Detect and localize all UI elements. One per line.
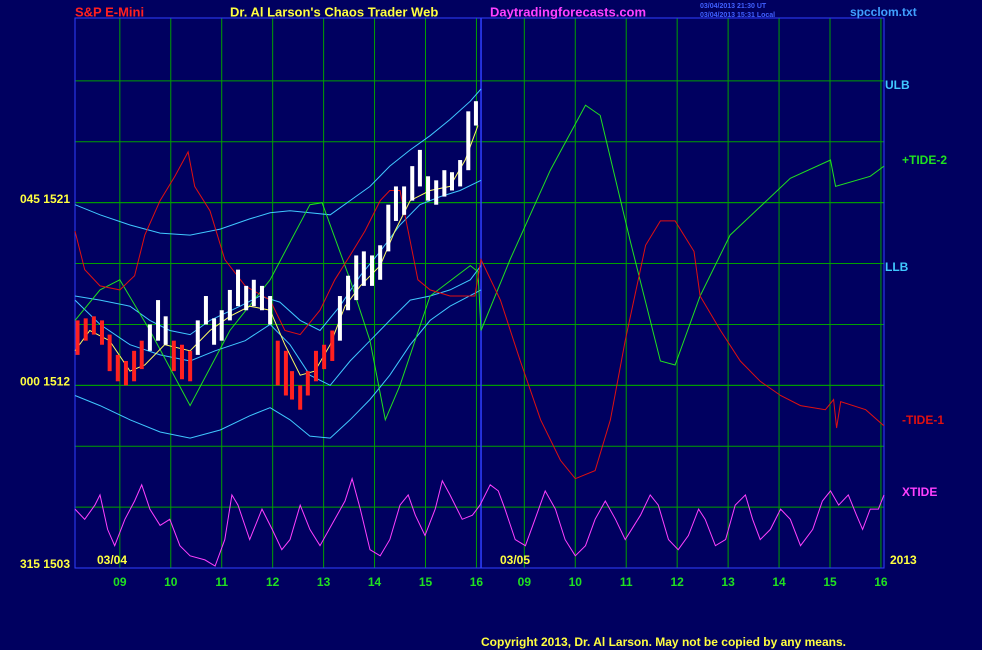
file-name: spcclom.txt [850,5,917,19]
price-bar [227,289,232,321]
series-label: -TIDE-1 [902,413,944,427]
instrument: S&P E-Mini [75,4,144,19]
date-label: 2013 [890,553,917,567]
labels: 315 1503 000 1512 045 1521 09 10 11 12 13 14 15 16… [20,192,888,589]
price-bar [236,269,241,307]
x-tick-label: 10 [164,575,178,589]
x-tick-label: 09 [518,575,532,589]
x-tick-label: 16 [470,575,484,589]
price-bar [75,320,80,355]
price-bar [393,186,398,221]
x-tick-label: 14 [772,575,786,589]
x-tick-label: 14 [368,575,382,589]
price-bar [188,350,193,382]
price-bar [83,318,88,341]
price-bar [107,334,112,372]
price-bar [473,101,478,126]
price-bar [139,340,144,370]
y-tick-label: 315 1503 [20,557,70,571]
x-tick-label: 16 [874,575,888,589]
price-bar [378,245,383,280]
price-bar [313,350,318,382]
price-bar [449,172,454,191]
series-line [74,179,482,336]
plot-frame [74,17,885,569]
price-bar [244,285,249,311]
price-bar [346,275,351,311]
price-bar [417,149,422,187]
price-bar [290,371,295,400]
x-tick-label: 15 [419,575,433,589]
price-bar [337,296,342,341]
price-bar [283,350,288,396]
price-bar [179,344,184,380]
price-bar [410,166,415,201]
grid [74,17,885,569]
x-tick-label: 13 [721,575,735,589]
price-bar [212,318,217,345]
price-bar [171,340,176,372]
price-bar [361,251,366,286]
price-bar [330,330,335,361]
price-bar [426,176,431,201]
price-bar [251,279,256,307]
copyright: Copyright 2013, Dr. Al Larson. May not b… [481,635,846,649]
series-label: XTIDE [902,485,937,499]
date-label: 03/05 [500,553,530,567]
x-tick-label: 15 [823,575,837,589]
price-bar [268,296,273,325]
x-tick-label: 11 [215,575,228,589]
price-bar [91,316,96,335]
price-bar [298,385,303,410]
x-tick-label: 11 [620,575,633,589]
price-bar [163,316,168,345]
price-bar [195,320,200,355]
price-bar [156,300,161,341]
x-tick-label: 13 [317,575,331,589]
series-line [74,104,885,422]
series-line [74,476,885,567]
site-url: Daytradingforecasts.com [490,4,646,19]
price-bar [100,320,105,345]
price-bar [386,204,391,252]
series-line [74,289,482,439]
y-tick-label: 045 1521 [20,192,70,206]
series-line [74,88,482,236]
series-label: LLB [885,260,909,274]
price-bar [466,111,471,171]
series-line [74,150,885,480]
timestamp-ut: 03/04/2013 21:30 UT [700,3,767,10]
price-bar [370,255,375,286]
price-bar [259,285,264,311]
x-tick-label: 12 [670,575,684,589]
site-title: Dr. Al Larson's Chaos Trader Web [230,4,438,19]
series-label: ULB [885,78,910,92]
series-label: +TIDE-2 [902,153,947,167]
price-bar [203,296,208,325]
x-tick-label: 09 [113,575,127,589]
price-bar [402,186,407,215]
price-bar [132,350,137,382]
price-bar [275,340,280,386]
price-bar [219,310,224,341]
price-bars [75,101,478,410]
x-tick-label: 10 [569,575,583,589]
date-label: 03/04 [97,553,127,567]
price-bar [305,371,310,396]
price-bar [434,180,439,205]
price-bar [147,324,152,351]
price-bar [354,255,359,301]
price-bar [123,360,128,386]
y-tick-label: 000 1512 [20,375,70,389]
x-tick-label: 12 [266,575,280,589]
timestamp-local: 03/04/2013 15:31 Local [700,12,775,19]
price-bar [322,344,327,370]
price-bar [115,354,120,382]
price-bar [458,160,463,187]
price-bar [442,170,447,197]
